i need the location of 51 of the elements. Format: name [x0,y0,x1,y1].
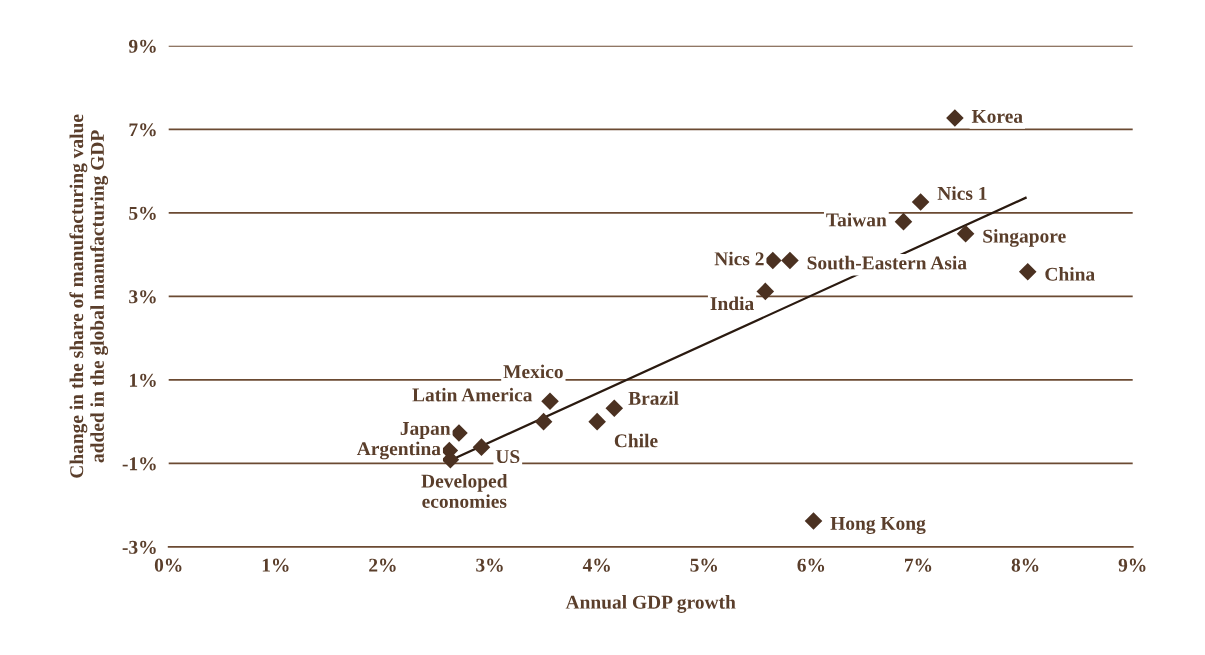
x-tick-label: 7% [905,558,932,572]
annotation: South-Eastern Asia [807,255,967,270]
y-tick-label: -1% [122,457,156,471]
annotation: Nics 2 [714,251,764,266]
point [450,424,468,442]
point [764,251,782,270]
annotation: India [710,296,754,311]
point [956,224,975,243]
x-tick-label: 6% [797,558,825,572]
annotation: Argentina [356,441,441,460]
point [894,212,913,231]
annotation: Nics 1 [937,186,987,200]
annotation: Brazil [628,391,679,405]
annotation: Developed economies [421,474,508,509]
annotation: Chile [614,433,658,448]
y-tick-label: 7% [129,123,156,137]
y-tick-label: 9% [128,39,156,53]
annotation: Mexico [503,364,563,379]
point [804,512,823,530]
annotation: Korea [971,110,1023,123]
y-tick-label: -3% [122,540,156,554]
point [946,109,964,127]
point [534,412,553,431]
annotation: Singapore [983,229,1066,247]
x-tick-label: 5% [690,558,718,572]
point [541,392,559,410]
x-tick-label: 2% [369,558,396,572]
y-axis-title: Change in the share of manufacturing value added in the global manufacturing GDP [69,114,109,478]
y-tick-label: 1% [129,373,156,387]
y-tick-label: 3% [129,290,156,304]
point [605,399,624,418]
point [588,412,606,431]
annotation: Japan [400,422,451,439]
point [756,282,775,301]
x-axis-title: Annual GDP growth [565,595,736,613]
x-tick-label: 0% [154,558,182,572]
annotation: US [495,450,520,464]
x-tick-label: 3% [476,558,503,572]
y-tick-label: 5% [129,206,156,220]
point [472,438,491,456]
annotation: Hong Kong [830,516,926,535]
x-tick-label: 9% [1118,558,1146,572]
x-tick-label: 1% [262,558,289,572]
x-tick-label: 4% [582,558,610,572]
annotation: Latin America [412,387,533,402]
point [1018,262,1037,281]
x-tick-label: 8% [1011,558,1039,572]
annotation: China [1045,267,1095,281]
point [781,251,799,270]
annotation: Taiwan [826,212,887,227]
point [911,193,930,211]
